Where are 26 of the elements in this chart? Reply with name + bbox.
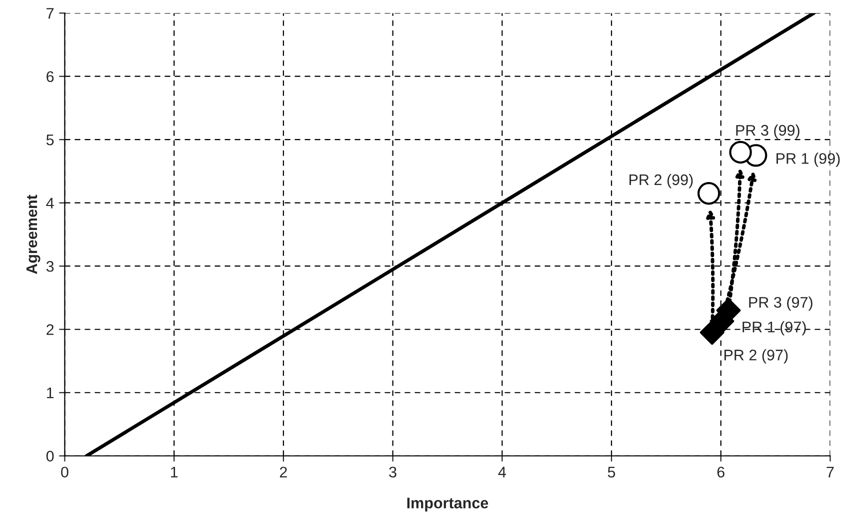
x-tick-label: 7 (826, 466, 834, 478)
y-tick-label: 1 (46, 388, 54, 398)
x-tick-label: 3 (389, 466, 396, 478)
x-tick-label: 5 (608, 466, 616, 478)
y-tick-label: 4 (46, 198, 54, 208)
point (700, 320, 724, 345)
x-axis-title: Importance (407, 498, 488, 512)
y-tick-label: 6 (46, 71, 54, 82)
x-tick-label: 0 (61, 466, 68, 478)
y-tick-label: 5 (46, 134, 54, 146)
y-tick-label: 3 (46, 260, 54, 272)
y-tick-label: 0 (46, 450, 54, 462)
x-tick-label: 1 (170, 466, 178, 478)
annotation: PR 1 (99) (776, 152, 840, 167)
x-tick-label: 4 (498, 466, 506, 478)
point (697, 182, 720, 205)
y-tick-label: 7 (46, 8, 54, 19)
point (729, 140, 752, 164)
annotation: PR 2 (97) (724, 349, 788, 364)
y-tick-label: 2 (46, 324, 54, 335)
y-axis-title: Agreement (26, 194, 40, 274)
annotation: PR 2 (99) (630, 174, 693, 188)
annotation: PR 3 (97) (749, 296, 812, 311)
x-tick-label: 6 (717, 466, 724, 478)
annotation: PR 3 (99) (736, 124, 800, 139)
x-tick-label: 2 (280, 466, 287, 478)
